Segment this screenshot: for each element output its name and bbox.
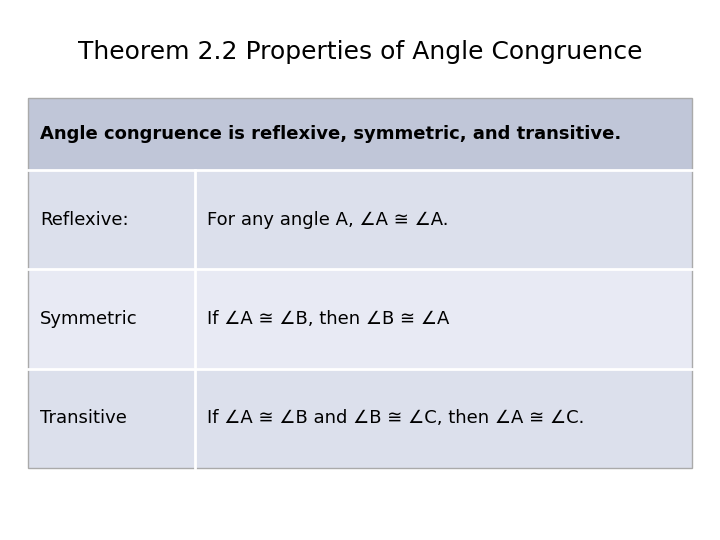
Text: If ∠A ≅ ∠B, then ∠B ≅ ∠A: If ∠A ≅ ∠B, then ∠B ≅ ∠A xyxy=(207,310,449,328)
Bar xyxy=(195,170,692,269)
Text: Reflexive:: Reflexive: xyxy=(40,211,129,228)
Text: Theorem 2.2 Properties of Angle Congruence: Theorem 2.2 Properties of Angle Congruen… xyxy=(78,40,642,64)
Text: Symmetric: Symmetric xyxy=(40,310,138,328)
Bar xyxy=(195,369,692,468)
Bar xyxy=(195,269,692,369)
Bar xyxy=(28,170,195,269)
Text: Angle congruence is reflexive, symmetric, and transitive.: Angle congruence is reflexive, symmetric… xyxy=(40,125,621,143)
Bar xyxy=(28,269,195,369)
Text: If ∠A ≅ ∠B and ∠B ≅ ∠C, then ∠A ≅ ∠C.: If ∠A ≅ ∠B and ∠B ≅ ∠C, then ∠A ≅ ∠C. xyxy=(207,409,585,427)
Bar xyxy=(28,98,692,468)
Text: For any angle A, ∠A ≅ ∠A.: For any angle A, ∠A ≅ ∠A. xyxy=(207,211,449,228)
Bar xyxy=(28,369,195,468)
Text: Transitive: Transitive xyxy=(40,409,127,427)
Bar xyxy=(28,98,692,170)
